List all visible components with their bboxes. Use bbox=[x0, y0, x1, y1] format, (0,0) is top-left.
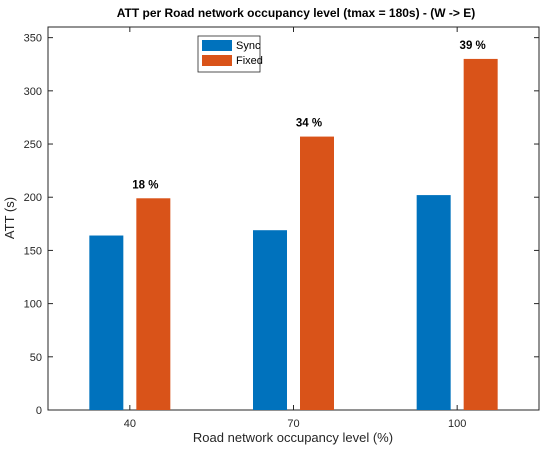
x-tick-label: 40 bbox=[124, 418, 136, 430]
y-tick-label: 100 bbox=[24, 299, 42, 311]
y-tick-label: 150 bbox=[24, 245, 42, 257]
legend-swatch-sync bbox=[202, 40, 232, 51]
annotations-group: 18 % 34 % 39 % bbox=[132, 40, 486, 191]
y-tick-label: 50 bbox=[30, 352, 42, 364]
legend: Sync Fixed bbox=[197, 35, 263, 73]
x-axis: 40 70 100 bbox=[124, 27, 466, 430]
x-tick-label: 70 bbox=[287, 418, 299, 430]
y-axis: 0 50 100 150 200 250 300 350 bbox=[24, 33, 539, 417]
x-axis-label: Road network occupancy level (%) bbox=[193, 430, 393, 445]
bar-fixed-100 bbox=[463, 58, 498, 411]
x-tick-label: 100 bbox=[448, 418, 466, 430]
y-axis-label: ATT (s) bbox=[2, 197, 17, 239]
bar-fixed-70 bbox=[300, 136, 334, 410]
y-tick-label: 350 bbox=[24, 33, 42, 45]
plot-area bbox=[47, 26, 540, 411]
annotation-label: 34 % bbox=[296, 118, 322, 130]
chart-title: ATT per Road network occupancy level (tm… bbox=[117, 6, 476, 20]
bar-fixed-40 bbox=[136, 198, 171, 410]
y-tick-label: 0 bbox=[36, 405, 42, 417]
annotation-label: 18 % bbox=[132, 179, 158, 191]
bar-sync-70 bbox=[253, 230, 287, 410]
legend-label-fixed: Fixed bbox=[236, 55, 263, 67]
bars-group bbox=[89, 58, 498, 411]
legend-label-sync: Sync bbox=[236, 40, 261, 52]
y-tick-label: 300 bbox=[24, 86, 42, 98]
annotation-label: 39 % bbox=[460, 40, 486, 52]
y-tick-label: 250 bbox=[24, 139, 42, 151]
bar-sync-40 bbox=[89, 235, 124, 410]
bar-sync-100 bbox=[416, 195, 451, 410]
y-tick-label: 200 bbox=[24, 192, 42, 204]
legend-swatch-fixed bbox=[202, 55, 232, 66]
